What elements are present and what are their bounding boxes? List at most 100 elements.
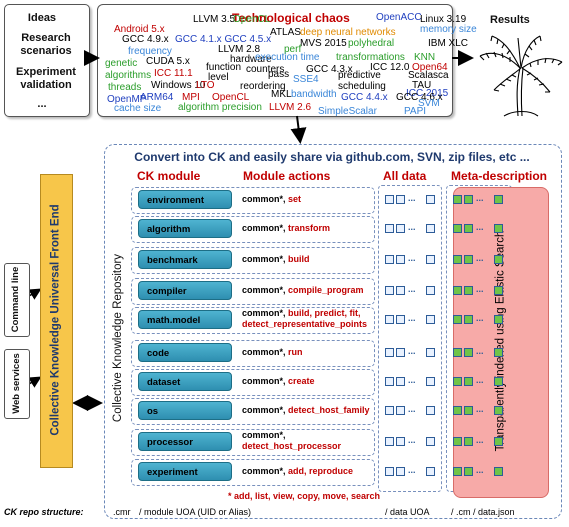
module-button[interactable]: algorithm [138, 219, 232, 238]
meta-ellipsis: ... [476, 404, 484, 414]
palm-tree-illustration [479, 35, 563, 117]
action-specific: build, predict, fit, [288, 308, 361, 318]
data-entry-square [385, 467, 394, 476]
meta-entry-square [464, 195, 473, 204]
data-entry-square [396, 315, 405, 324]
data-entry-square [385, 348, 394, 357]
module-button[interactable]: environment [138, 190, 232, 209]
chaos-word: OpenCL [212, 92, 250, 103]
data-entry-square [396, 437, 405, 446]
chaos-word: PAPI [404, 106, 427, 117]
module-button[interactable]: experiment [138, 462, 232, 481]
module-row [131, 307, 375, 334]
data-ellipsis: ... [408, 375, 416, 385]
chaos-word: hardware [230, 54, 272, 65]
front-end-panel[interactable] [40, 174, 73, 468]
elastic-search-box [453, 187, 549, 498]
action-specific: create [288, 376, 315, 386]
repo-structure-data: / data UOA [385, 507, 430, 517]
module-button[interactable]: compiler [138, 281, 232, 300]
module-action: common*, detect_host_family [242, 405, 370, 416]
chaos-word: memory size [420, 24, 477, 35]
action-common: common*, [242, 308, 289, 318]
chaos-word: ICC 12.0 [370, 62, 410, 73]
meta-entry-square [464, 437, 473, 446]
meta-entry-square [464, 377, 473, 386]
cmdline-arrow [28, 288, 42, 300]
data-ellipsis: ... [408, 435, 416, 445]
module-button[interactable]: math.model [138, 310, 232, 329]
idea-item: Experiment validation [16, 66, 76, 91]
chaos-word: Open64 [412, 62, 448, 73]
all-data-column-frame [378, 185, 442, 492]
chaos-word: MVS 2015 [300, 38, 347, 49]
web-services-label: Web services [10, 352, 22, 414]
data-ellipsis: ... [408, 193, 416, 203]
action-common: common*, [242, 347, 289, 357]
data-entry-square [426, 255, 435, 264]
chaos-word: MKL [271, 89, 292, 100]
module-button[interactable]: benchmark [138, 250, 232, 269]
action-common: common*, [242, 466, 289, 476]
meta-entry-square [464, 348, 473, 357]
webservices-arrow [28, 376, 42, 388]
chaos-word: Scalasca [408, 70, 449, 81]
chaos-word: ICC 2015 [406, 88, 449, 99]
meta-entry-square [453, 348, 462, 357]
elastic-search-label: Transparently indexed using Elastic Sear… [494, 230, 506, 452]
module-row [131, 369, 375, 396]
action-common: common*, [242, 194, 289, 204]
web-services-box[interactable] [4, 349, 30, 419]
data-entry-square [426, 286, 435, 295]
module-row [131, 398, 375, 425]
header-ck-module: CK module [137, 169, 201, 183]
technological-chaos-box [97, 4, 453, 117]
chaos-word: GCC 4.4.x [341, 92, 388, 103]
ideas-box [4, 4, 90, 117]
module-button[interactable]: processor [138, 432, 232, 451]
chaos-word: level [208, 72, 229, 83]
data-entry-square [396, 377, 405, 386]
module-row [131, 429, 375, 456]
data-entry-square [385, 377, 394, 386]
footnote: * add, list, view, copy, move, search [228, 491, 381, 501]
module-row [131, 459, 375, 486]
module-button[interactable]: os [138, 401, 232, 420]
module-button[interactable]: dataset [138, 372, 232, 391]
module-row [131, 278, 375, 305]
chaos-word: algorithms [105, 70, 152, 81]
action-specific: detect_host_family [288, 405, 370, 415]
data-entry-square [426, 377, 435, 386]
data-entry-square [385, 195, 394, 204]
data-entry-square [385, 406, 394, 415]
meta-ellipsis: ... [476, 193, 484, 203]
chaos-word: polyhedral [348, 38, 395, 49]
chaos-word: execution time [255, 52, 320, 63]
module-action: common*, run [242, 347, 303, 358]
header-module-actions: Module actions [243, 169, 331, 183]
module-action: common*, detect_host_processor [242, 430, 341, 452]
chaos-word: deep neural networks [300, 27, 396, 38]
data-entry-square [426, 348, 435, 357]
chaos-word: KNN [414, 52, 436, 63]
repo-structure-module: / module UOA (UID or Alias) [139, 507, 252, 517]
module-button[interactable]: code [138, 343, 232, 362]
action-common: common*, [242, 254, 289, 264]
meta-entry-square [494, 406, 503, 415]
command-line-box[interactable] [4, 263, 30, 337]
chaos-word: frequency [128, 46, 172, 57]
module-action: common*, add, reproduce [242, 466, 353, 477]
data-ellipsis: ... [408, 346, 416, 356]
meta-entry-square [494, 348, 503, 357]
data-ellipsis: ... [408, 313, 416, 323]
meta-entry-square [453, 406, 462, 415]
module-action: common*, compile_program [242, 285, 364, 296]
data-entry-square [385, 286, 394, 295]
repo-structure-root: .cmr [113, 507, 131, 517]
module-row [131, 340, 375, 367]
chaos-word: LLVM 3.5 [193, 14, 236, 25]
data-ellipsis: ... [408, 253, 416, 263]
data-entry-square [396, 348, 405, 357]
meta-ellipsis: ... [476, 253, 484, 263]
action-specific: transform [288, 223, 331, 233]
